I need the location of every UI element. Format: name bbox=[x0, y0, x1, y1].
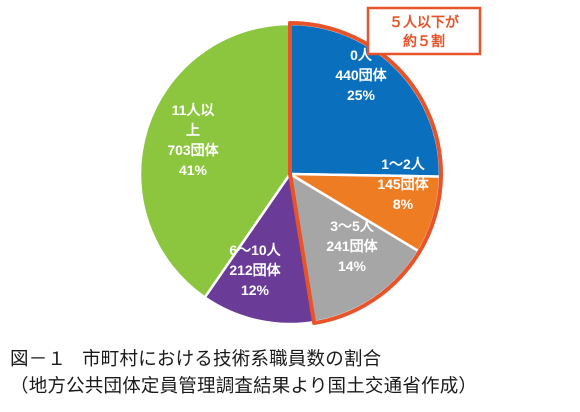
slice-label-line: 14% bbox=[338, 258, 367, 274]
slice-label-5: 11人以上 703団体 41% bbox=[167, 102, 219, 178]
slice-label-line: 145団体 bbox=[377, 176, 429, 192]
highlight-outline bbox=[288, 21, 443, 326]
slice-label-line: 41% bbox=[179, 162, 208, 178]
callout-line: ５人以下が bbox=[389, 14, 460, 31]
slice-label-line: 3～5人 bbox=[330, 218, 375, 234]
pie-chart: 0人 440団体 25%1～2人 145団体 8%3～5人 241団体 14%6～10人 21… bbox=[138, 6, 482, 326]
slice-label-line: 241団体 bbox=[326, 238, 378, 254]
slice-label-line: 1～2人 bbox=[381, 156, 426, 172]
callout-line: 約５割 bbox=[403, 33, 445, 50]
callout-box bbox=[366, 6, 482, 56]
figure-number: 図－１ bbox=[10, 349, 67, 370]
callout-text: ５人以下が約５割 bbox=[389, 14, 460, 50]
figure-caption: 図－１ 市町村における技術系職員数の割合 bbox=[10, 345, 381, 371]
pie-slice-5 bbox=[138, 22, 292, 299]
slice-label-3: 3～5人 241団体 14% bbox=[326, 218, 378, 274]
slice-label-line: 703団体 bbox=[167, 142, 219, 158]
slice-label-line: 上 bbox=[186, 122, 200, 138]
slice-label-2: 1～2人 145団体 8% bbox=[377, 156, 429, 212]
slice-label-4: 6～10人 212団体 12% bbox=[229, 242, 281, 298]
slice-label-line: 11人以 bbox=[172, 102, 215, 118]
slice-label-line: 6～10人 bbox=[229, 242, 281, 258]
slice-label-line: 12% bbox=[241, 282, 270, 298]
figure-title: 市町村における技術系職員数の割合 bbox=[82, 349, 382, 370]
slice-label-line: 8% bbox=[393, 196, 414, 212]
pie-slice-4 bbox=[203, 172, 316, 326]
slice-label-line: 440団体 bbox=[335, 67, 387, 83]
slice-label-line: 25% bbox=[347, 87, 376, 103]
figure-source: （地方公共団体定員管理調査結果より国土交通省作成） bbox=[10, 376, 478, 397]
slice-label-line: 212団体 bbox=[229, 262, 281, 278]
